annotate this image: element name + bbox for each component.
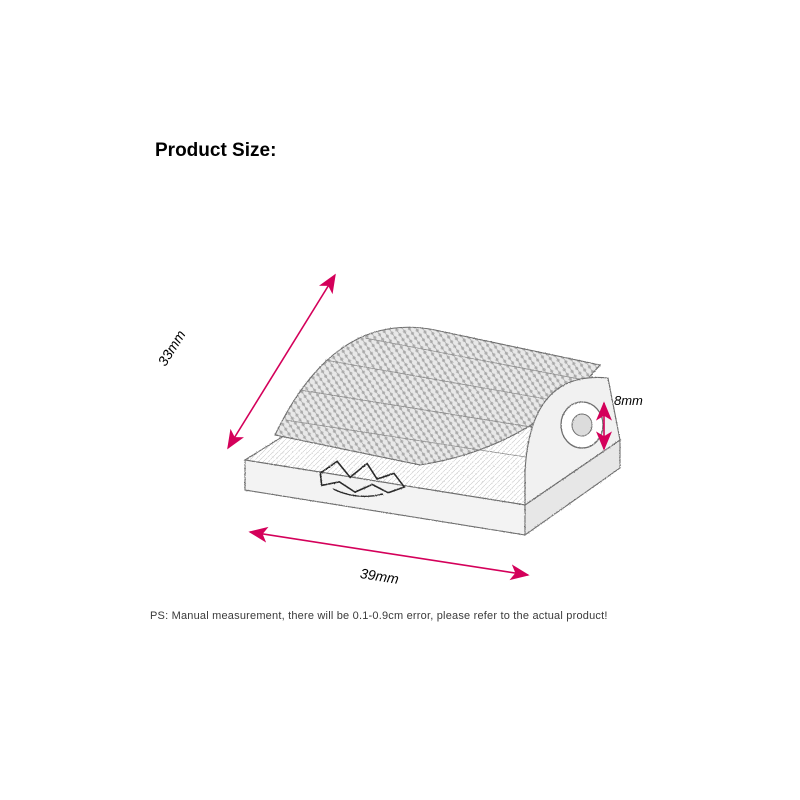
hole-label: 8mm — [614, 393, 643, 408]
page-title: Product Size: — [155, 140, 276, 162]
footnote-text: PS: Manual measurement, there will be 0.… — [150, 610, 608, 622]
product-sketch — [245, 327, 620, 535]
product-diagram: 33mm 39mm 8mm — [130, 210, 690, 590]
